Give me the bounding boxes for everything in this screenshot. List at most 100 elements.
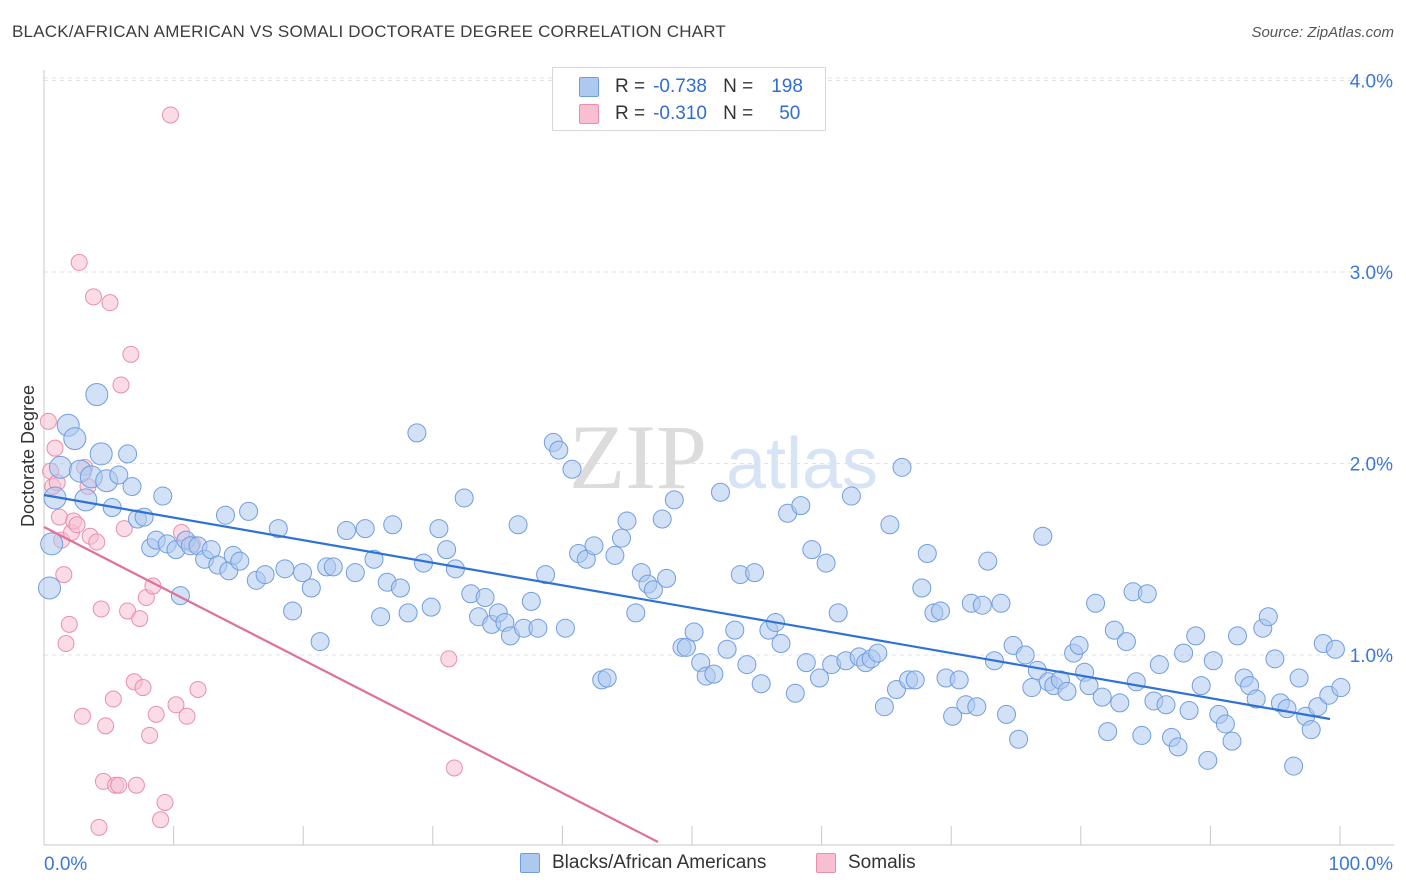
black-point	[978, 551, 998, 571]
black-point	[275, 559, 295, 579]
black-point	[1092, 687, 1112, 707]
somali-point	[55, 566, 73, 584]
black-point	[874, 697, 894, 717]
somali-point	[141, 726, 159, 744]
black-point	[437, 540, 457, 560]
black-point	[1098, 722, 1118, 742]
black-point	[1203, 651, 1223, 671]
black-point	[562, 459, 582, 479]
black-point	[1057, 681, 1077, 701]
somali-point	[101, 294, 119, 312]
somali-point	[134, 679, 152, 697]
black-point	[323, 557, 343, 577]
chart-source: Source: ZipAtlas.com	[1251, 24, 1394, 41]
somali-point	[119, 602, 137, 620]
chart-title: BLACK/AFRICAN AMERICAN VS SOMALI DOCTORA…	[12, 22, 726, 41]
black-point	[892, 457, 912, 477]
black-point	[429, 519, 449, 539]
bottom-legend-swatch-blue	[520, 853, 540, 873]
black-point	[802, 540, 822, 560]
black-point	[475, 588, 495, 608]
axes	[43, 70, 1394, 846]
black-point	[63, 427, 87, 451]
black-point	[880, 515, 900, 535]
legend-row-blacks: R = -0.738 N = 198	[579, 74, 803, 100]
black-point	[85, 383, 109, 407]
black-point	[1086, 593, 1106, 613]
black-point	[1168, 737, 1188, 757]
black-point	[796, 653, 816, 673]
black-points	[38, 383, 1351, 776]
black-point	[1215, 714, 1235, 734]
black-point	[912, 578, 932, 598]
black-point	[664, 490, 684, 510]
black-point	[38, 576, 61, 600]
black-point	[521, 591, 541, 611]
somali-point	[162, 106, 179, 124]
trendlines	[43, 493, 1331, 843]
black-point	[1191, 676, 1211, 696]
somali-point	[178, 707, 196, 725]
grid-lines	[44, 77, 1394, 656]
black-point	[345, 563, 365, 583]
trendline-blacks	[43, 493, 1331, 721]
somali-point	[127, 776, 145, 794]
somali-point	[39, 412, 57, 430]
black-point	[785, 683, 805, 703]
black-point	[717, 639, 737, 659]
black-point	[1137, 584, 1157, 604]
black-point	[122, 476, 142, 496]
black-point	[549, 440, 569, 460]
black-point	[1331, 678, 1351, 698]
black-point	[1198, 750, 1218, 770]
bottom-legend-blacks: Blacks/African Americans	[520, 852, 766, 874]
black-point	[337, 521, 356, 541]
black-point	[1110, 693, 1130, 713]
somali-points	[39, 106, 463, 836]
black-point	[917, 544, 937, 564]
black-point	[991, 593, 1011, 613]
somali-point	[68, 516, 86, 534]
somali-point	[46, 439, 64, 457]
black-point	[676, 637, 696, 657]
legend-r-value: -0.310	[653, 103, 707, 124]
black-point	[239, 501, 259, 521]
bottom-legend-somalis: Somalis	[816, 852, 916, 874]
black-point	[1308, 697, 1328, 717]
black-point	[737, 655, 757, 675]
y-tick-label: 2.0%	[1350, 455, 1393, 476]
black-point	[791, 496, 811, 516]
black-point	[931, 601, 950, 621]
black-point	[1325, 639, 1345, 659]
black-point	[745, 563, 765, 583]
black-point	[40, 532, 64, 556]
somali-point	[104, 690, 122, 708]
somali-point	[110, 776, 128, 794]
black-point	[1228, 626, 1247, 646]
black-point	[421, 597, 441, 617]
black-point	[584, 536, 604, 556]
black-point	[1258, 607, 1278, 627]
bottom-legend-label: Somalis	[848, 852, 916, 873]
somali-point	[88, 533, 106, 551]
black-point	[967, 697, 987, 717]
legend-n-label: N =	[723, 76, 754, 97]
legend-r-label: R =	[615, 76, 646, 97]
black-point	[605, 545, 625, 565]
black-point	[828, 603, 848, 623]
black-point	[153, 486, 173, 506]
black-point	[704, 664, 724, 684]
black-point	[1015, 645, 1035, 665]
black-point	[997, 704, 1016, 724]
black-point	[1179, 701, 1199, 721]
tick-labels: 1.0% 2.0% 3.0% 4.0% 0.0% 100.0%	[44, 72, 1393, 876]
black-point	[390, 578, 410, 598]
somali-point	[60, 615, 78, 633]
black-point	[371, 607, 391, 627]
black-point	[972, 595, 992, 615]
black-point	[597, 668, 617, 688]
watermark-zip: ZIP	[569, 406, 707, 508]
legend-row-somalis: R = -0.310 N = 50	[579, 101, 800, 127]
black-point	[230, 551, 250, 571]
stats-legend: R = -0.738 N = 198 R = -0.310 N = 50	[552, 67, 826, 131]
